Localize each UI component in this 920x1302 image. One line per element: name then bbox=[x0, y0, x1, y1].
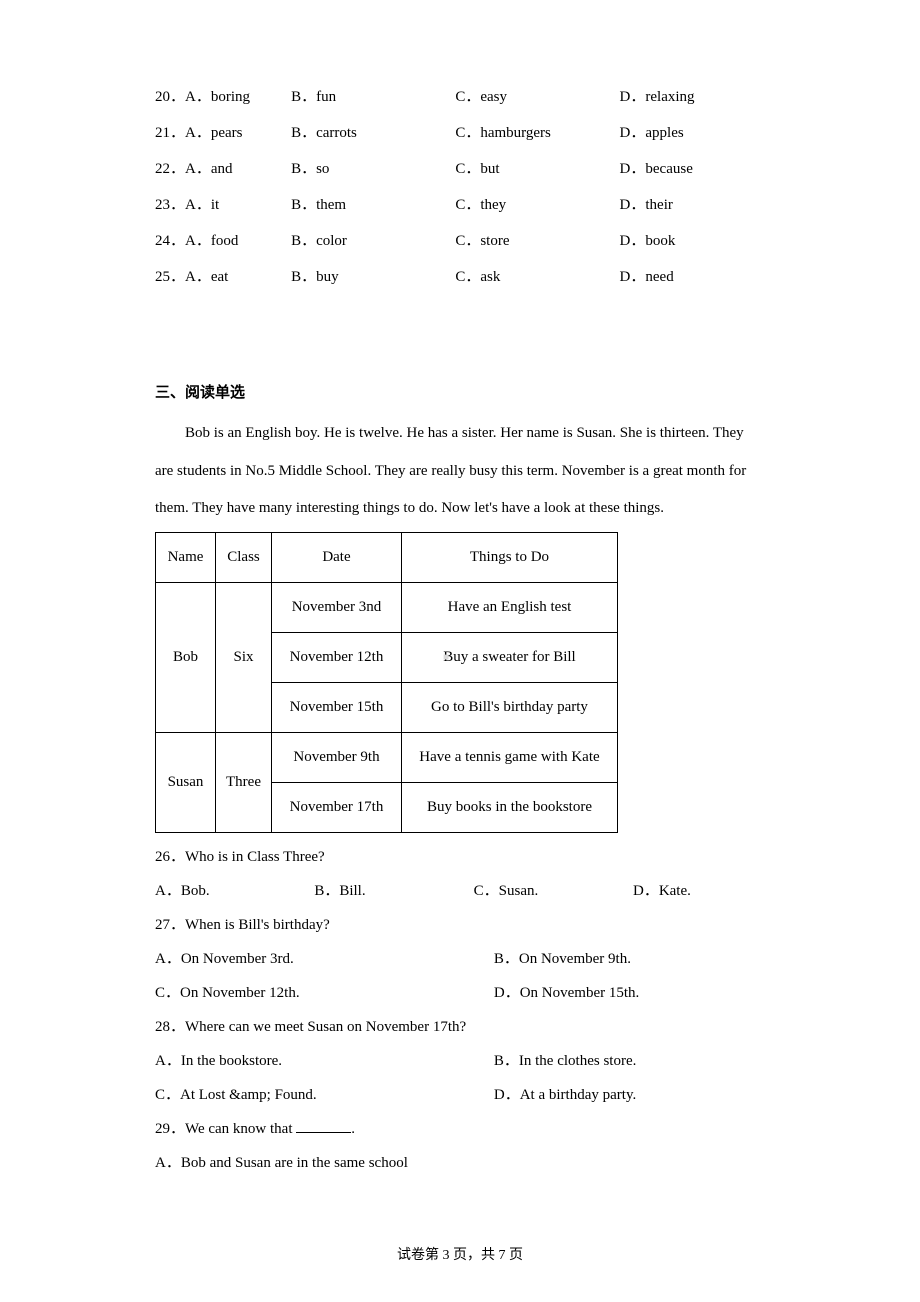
table-header: Things to Do bbox=[401, 532, 617, 582]
mcq-option-d: D．because bbox=[620, 157, 765, 178]
mcq-row: 21．A．pears B．carrots C．hamburgers D．appl… bbox=[155, 121, 765, 142]
schedule-table: Name Class Date Things to Do Bob Six Nov… bbox=[155, 532, 618, 833]
table-header: Class bbox=[216, 532, 272, 582]
reading-passage: Bob is an English boy. He is twelve. He … bbox=[155, 415, 765, 528]
option-a: A．Bob and Susan are in the same school bbox=[155, 1151, 765, 1172]
watermark: ■ bbox=[443, 652, 449, 663]
option-c: C．On November 12th. bbox=[155, 981, 494, 1002]
option-c: C．At Lost &amp; Found. bbox=[155, 1083, 494, 1104]
mcq-option-a: 22．A．and bbox=[155, 157, 291, 178]
mcq-option-c: C．store bbox=[455, 229, 619, 250]
mcq-option-b: B．color bbox=[291, 229, 455, 250]
table-cell: Have a tennis game with Kate bbox=[401, 732, 617, 782]
options-row: C．On November 12th. D．On November 15th. bbox=[155, 981, 765, 1002]
question-text: 28．Where can we meet Susan on November 1… bbox=[155, 1015, 765, 1036]
options-row: C．At Lost &amp; Found. D．At a birthday p… bbox=[155, 1083, 765, 1104]
mcq-option-b: B．carrots bbox=[291, 121, 455, 142]
option-d: D．On November 15th. bbox=[494, 981, 765, 1002]
table-cell: Have an English test bbox=[401, 582, 617, 632]
mcq-option-c: C．ask bbox=[455, 265, 619, 286]
question-27: 27．When is Bill's birthday? A．On Novembe… bbox=[155, 913, 765, 1002]
option-c: C．Susan. bbox=[474, 879, 633, 900]
mcq-option-b: B．buy bbox=[291, 265, 455, 286]
mcq-option-d: D．relaxing bbox=[620, 85, 765, 106]
table-cell: Buy books in the bookstore bbox=[401, 782, 617, 832]
question-28: 28．Where can we meet Susan on November 1… bbox=[155, 1015, 765, 1104]
table-cell: Six bbox=[216, 582, 272, 732]
mcq-row: 20．A．boring B．fun C．easy D．relaxing bbox=[155, 85, 765, 106]
mcq-row: 25．A．eat B．buy C．ask D．need bbox=[155, 265, 765, 286]
table-cell: Bob bbox=[156, 582, 216, 732]
table-row: Bob Six November 3nd Have an English tes… bbox=[156, 582, 618, 632]
table-cell: Buy a sweater for Bill bbox=[401, 632, 617, 682]
table-cell: November 17th bbox=[271, 782, 401, 832]
mcq-row: 24．A．food B．color C．store D．book bbox=[155, 229, 765, 250]
mcq-option-d: D．need bbox=[620, 265, 765, 286]
table-header: Name bbox=[156, 532, 216, 582]
page-footer: 试卷第 3 页，共 7 页 bbox=[0, 1244, 920, 1264]
option-a: A．Bob. bbox=[155, 879, 314, 900]
option-d: D．At a birthday party. bbox=[494, 1083, 765, 1104]
option-b: B．In the clothes store. bbox=[494, 1049, 765, 1070]
table-cell: November 3nd bbox=[271, 582, 401, 632]
table-header-row: Name Class Date Things to Do bbox=[156, 532, 618, 582]
question-text: 26．Who is in Class Three? bbox=[155, 845, 765, 866]
question-29: 29．We can know that . A．Bob and Susan ar… bbox=[155, 1117, 765, 1172]
mcq-row: 23．A．it B．them C．they D．their bbox=[155, 193, 765, 214]
table-header: Date bbox=[271, 532, 401, 582]
option-d: D．Kate. bbox=[633, 879, 765, 900]
mcq-option-a: 25．A．eat bbox=[155, 265, 291, 286]
mcq-option-c: C．but bbox=[455, 157, 619, 178]
mcq-option-d: D．apples bbox=[620, 121, 765, 142]
blank-line bbox=[296, 1119, 351, 1133]
table-row: Susan Three November 9th Have a tennis g… bbox=[156, 732, 618, 782]
mcq-option-b: B．fun bbox=[291, 85, 455, 106]
options-row: A．On November 3rd. B．On November 9th. bbox=[155, 947, 765, 968]
mcq-option-a: 24．A．food bbox=[155, 229, 291, 250]
table-cell: Susan bbox=[156, 732, 216, 832]
question-text-before: 29．We can know that bbox=[155, 1121, 296, 1137]
mcq-row: 22．A．and B．so C．but D．because bbox=[155, 157, 765, 178]
mcq-option-c: C．easy bbox=[455, 85, 619, 106]
option-a: A．In the bookstore. bbox=[155, 1049, 494, 1070]
options-row: A．In the bookstore. B．In the clothes sto… bbox=[155, 1049, 765, 1070]
question-text: 29．We can know that . bbox=[155, 1117, 765, 1138]
mcq-option-b: B．so bbox=[291, 157, 455, 178]
options-row: A．Bob. B．Bill. C．Susan. D．Kate. bbox=[155, 879, 765, 900]
table-cell: November 9th bbox=[271, 732, 401, 782]
mcq-option-b: B．them bbox=[291, 193, 455, 214]
mcq-option-a: 20．A．boring bbox=[155, 85, 291, 106]
page-content: 20．A．boring B．fun C．easy D．relaxing 21．A… bbox=[0, 0, 920, 1172]
table-cell: November 12th bbox=[271, 632, 401, 682]
option-b: B．Bill. bbox=[314, 879, 473, 900]
option-b: B．On November 9th. bbox=[494, 947, 765, 968]
table-cell: Three bbox=[216, 732, 272, 832]
mcq-option-a: 21．A．pears bbox=[155, 121, 291, 142]
question-26: 26．Who is in Class Three? A．Bob. B．Bill.… bbox=[155, 845, 765, 900]
question-text: 27．When is Bill's birthday? bbox=[155, 913, 765, 934]
table-cell: Go to Bill's birthday party bbox=[401, 682, 617, 732]
mcq-option-d: D．their bbox=[620, 193, 765, 214]
mcq-option-c: C．they bbox=[455, 193, 619, 214]
mcq-option-a: 23．A．it bbox=[155, 193, 291, 214]
option-a: A．On November 3rd. bbox=[155, 947, 494, 968]
section-header: 三、阅读单选 bbox=[155, 381, 765, 402]
mcq-option-c: C．hamburgers bbox=[455, 121, 619, 142]
mcq-section: 20．A．boring B．fun C．easy D．relaxing 21．A… bbox=[155, 85, 765, 286]
question-text-after: . bbox=[351, 1121, 355, 1137]
mcq-option-d: D．book bbox=[620, 229, 765, 250]
table-cell: November 15th bbox=[271, 682, 401, 732]
